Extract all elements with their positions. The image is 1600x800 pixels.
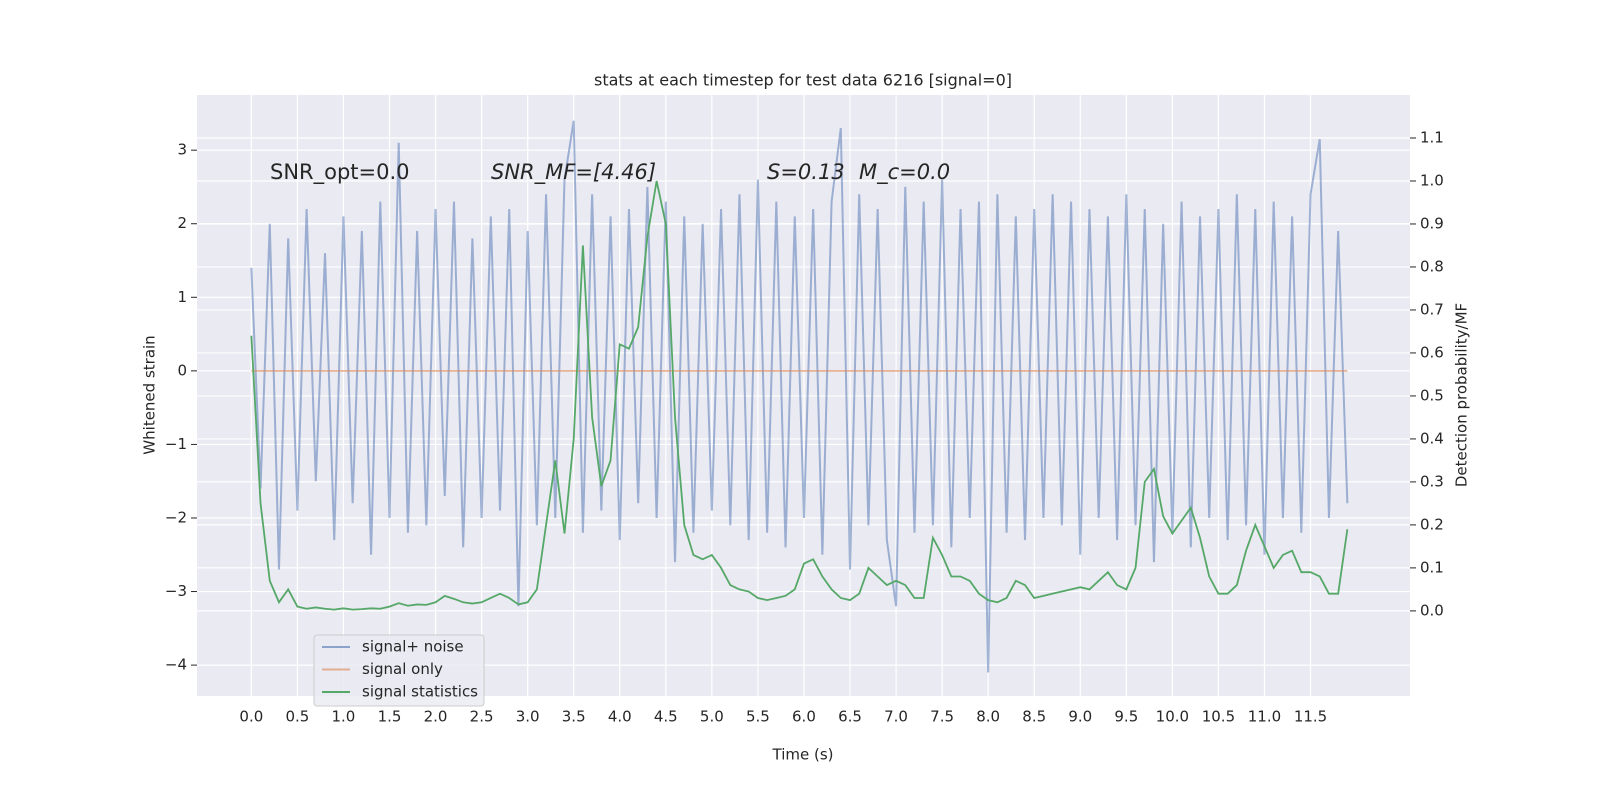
x-tick-label: 6.5 bbox=[838, 708, 862, 726]
y2-tick-label: 1.0 bbox=[1420, 171, 1444, 189]
x-tick-label: 1.0 bbox=[332, 708, 356, 726]
annotation: S=0.13 bbox=[767, 160, 845, 184]
x-tick-label: 0.0 bbox=[239, 708, 263, 726]
x-tick-label: 3.5 bbox=[562, 708, 586, 726]
x-tick-label: 5.0 bbox=[700, 708, 724, 726]
x-tick-label: 11.0 bbox=[1248, 708, 1281, 726]
x-tick-label: 5.5 bbox=[746, 708, 770, 726]
x-tick-label: 3.0 bbox=[516, 708, 540, 726]
y2-tick-label: 0.9 bbox=[1420, 214, 1444, 232]
y-tick-label: 2 bbox=[177, 214, 187, 232]
annotation: SNR_MF=[4.46] bbox=[491, 160, 656, 185]
y2-tick-label: 0.5 bbox=[1420, 386, 1444, 404]
series-line bbox=[250, 180, 1349, 611]
x-tick-label: 2.5 bbox=[470, 708, 494, 726]
chart-title: stats at each timestep for test data 621… bbox=[594, 71, 1012, 90]
y2-tick-label: 0.0 bbox=[1420, 601, 1444, 619]
y-tick-label: 3 bbox=[177, 141, 187, 159]
y-tick-label: −2 bbox=[165, 508, 187, 526]
y-tick-label: −1 bbox=[165, 435, 187, 453]
y-tick-label: 0 bbox=[177, 361, 187, 379]
y2-axis-label: Detection probability/MF bbox=[1453, 303, 1471, 487]
y-tick-label: 1 bbox=[177, 288, 187, 306]
y2-tick-label: 0.2 bbox=[1420, 515, 1444, 533]
x-tick-label: 10.5 bbox=[1202, 708, 1235, 726]
y2-tick-label: 0.6 bbox=[1420, 343, 1444, 361]
y2-tick-label: 0.7 bbox=[1420, 300, 1444, 318]
x-tick-label: 0.5 bbox=[285, 708, 309, 726]
y-axis-label: Whitened strain bbox=[141, 335, 159, 454]
series-line bbox=[250, 120, 1349, 673]
x-tick-label: 7.0 bbox=[884, 708, 908, 726]
y-tick-label: −4 bbox=[165, 656, 187, 674]
legend-label: signal+ noise bbox=[362, 638, 464, 656]
y2-tick-label: 0.4 bbox=[1420, 429, 1444, 447]
legend-label: signal only bbox=[362, 660, 443, 678]
x-tick-label: 11.5 bbox=[1294, 708, 1327, 726]
x-tick-label: 4.0 bbox=[608, 708, 632, 726]
x-tick-label: 4.5 bbox=[654, 708, 678, 726]
x-tick-label: 6.0 bbox=[792, 708, 816, 726]
legend-box bbox=[313, 634, 485, 707]
y2-tick-label: 1.1 bbox=[1420, 128, 1444, 146]
x-tick-label: 10.0 bbox=[1156, 708, 1189, 726]
y2-tick-label: 0.8 bbox=[1420, 257, 1444, 275]
x-tick-label: 8.5 bbox=[1022, 708, 1046, 726]
x-axis-label: Time (s) bbox=[772, 746, 834, 764]
x-tick-label: 9.5 bbox=[1114, 708, 1138, 726]
annotation: M_c=0.0 bbox=[859, 160, 950, 185]
y-tick-label: −3 bbox=[165, 582, 187, 600]
y2-tick-label: 0.3 bbox=[1420, 472, 1444, 490]
x-tick-label: 2.0 bbox=[424, 708, 448, 726]
y2-tick-label: 0.1 bbox=[1420, 558, 1444, 576]
x-tick-label: 8.0 bbox=[976, 708, 1000, 726]
annotation: SNR_opt=0.0 bbox=[270, 160, 410, 185]
legend-label: signal statistics bbox=[362, 683, 478, 701]
x-tick-label: 1.5 bbox=[378, 708, 402, 726]
x-tick-label: 9.0 bbox=[1068, 708, 1092, 726]
x-tick-label: 7.5 bbox=[930, 708, 954, 726]
